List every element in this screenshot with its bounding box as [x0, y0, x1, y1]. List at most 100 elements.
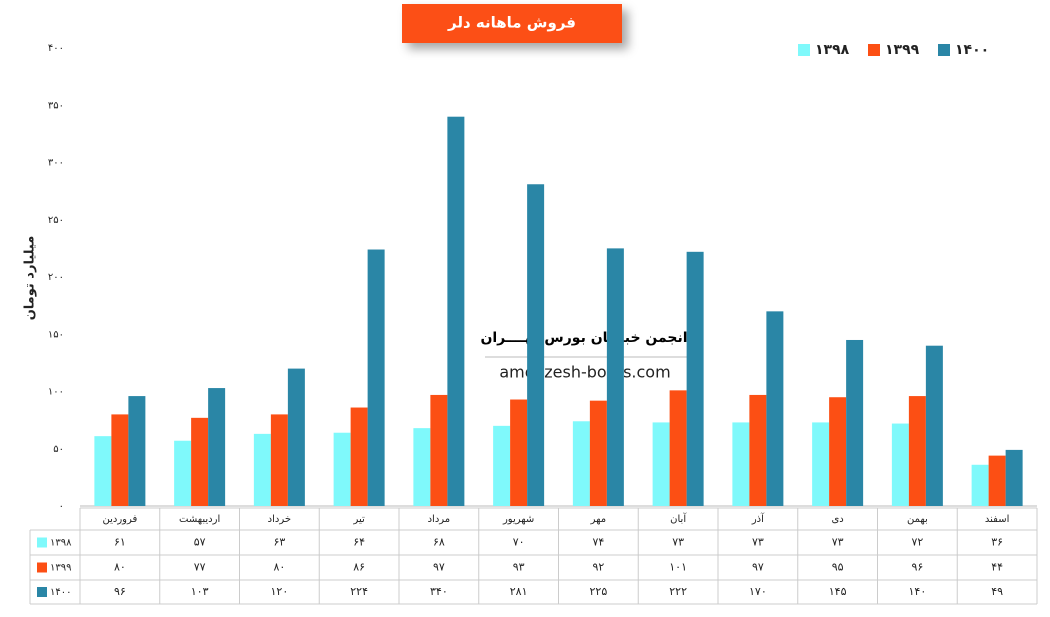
bar [493, 425, 511, 506]
table-value: ۸۰ [273, 561, 285, 574]
bar [94, 436, 112, 506]
x-tick-label: آبان [670, 512, 687, 525]
y-axis-label: میلیارد تومان [23, 236, 38, 321]
legend-key [37, 587, 47, 597]
table-value: ۷۴ [592, 536, 604, 549]
x-tick-label: دی [831, 514, 843, 525]
x-tick-label: بهمن [907, 514, 928, 525]
bar [908, 396, 926, 506]
y-tick-label: ۱۵۰ [48, 329, 64, 340]
table-value: ۷۰ [513, 536, 525, 549]
y-tick-label: ۲۵۰ [48, 215, 64, 226]
y-tick-label: ۵۰ [53, 444, 64, 455]
table-value: ۹۷ [433, 561, 445, 574]
table-value: ۱۷۰ [749, 585, 767, 598]
bar [988, 455, 1006, 506]
table-value: ۹۳ [513, 561, 525, 574]
bar [846, 339, 864, 506]
legend-key [938, 44, 950, 56]
bar [527, 184, 545, 506]
x-tick-label: اسفند [985, 514, 1009, 525]
table-series-name: ۱۳۹۹ [50, 563, 71, 574]
legend-key [37, 537, 47, 548]
table-value: ۹۵ [832, 561, 844, 574]
table-series-name: ۱۴۰۰ [50, 587, 71, 598]
bar [174, 440, 192, 506]
table-value: ۵۷ [194, 536, 206, 549]
table-value: ۱۴۰ [909, 585, 927, 598]
table-value: ۴۴ [991, 561, 1003, 574]
legend-label: ۱۳۹۸ [815, 42, 850, 58]
title-box [402, 4, 622, 43]
bar [971, 464, 989, 506]
y-tick-label: ۳۵۰ [48, 100, 64, 111]
legend-label: ۱۴۰۰ [955, 42, 989, 58]
watermark: amoozesh-boors.com [499, 363, 670, 382]
bar [669, 390, 687, 506]
table-value: ۶۳ [273, 536, 285, 549]
table-value: ۷۳ [752, 536, 764, 549]
table-value: ۲۲۴ [350, 585, 368, 598]
bar [732, 422, 750, 506]
table-value: ۷۳ [832, 536, 844, 549]
bar [829, 397, 847, 506]
table-value: ۷۷ [194, 561, 206, 574]
bar [891, 423, 909, 506]
bar [686, 251, 704, 506]
bar [208, 388, 226, 506]
table-value: ۶۸ [433, 536, 445, 549]
table-value: ۱۴۵ [829, 585, 847, 598]
table-value: ۲۲۲ [669, 585, 687, 598]
bar [270, 414, 288, 506]
bar [572, 421, 590, 506]
chart-title: فروش ماهانه دلر [447, 14, 576, 32]
y-tick-label: ۲۰۰ [48, 272, 64, 283]
table-value: ۳۶ [991, 536, 1003, 549]
bar [430, 394, 448, 506]
bar [606, 248, 624, 506]
y-tick-label: ۴۰۰ [48, 43, 64, 54]
bar [1005, 449, 1023, 506]
watermark: انجمن خبرگان بورس تهــــران [480, 329, 687, 346]
table-value: ۱۲۰ [271, 585, 289, 598]
bar [350, 407, 368, 506]
legend-key [868, 44, 880, 56]
bar [925, 345, 943, 506]
table-value: ۷۲ [911, 536, 923, 549]
x-tick-label: خرداد [268, 514, 291, 525]
table-value: ۸۰ [114, 561, 126, 574]
table-value: ۱۰۳ [191, 585, 209, 598]
table-series-name: ۱۳۹۸ [50, 538, 72, 549]
bar [191, 417, 209, 506]
bar [812, 422, 830, 506]
table-value: ۶۱ [114, 536, 126, 549]
table-value: ۲۲۵ [590, 585, 608, 598]
bar [287, 368, 305, 506]
table-value: ۸۶ [353, 561, 365, 574]
bar [589, 400, 607, 506]
bar [367, 249, 385, 506]
table-value: ۹۲ [592, 561, 604, 574]
bar [447, 116, 465, 506]
table-value: ۱۰۱ [669, 561, 687, 574]
bar [652, 422, 670, 506]
table-value: ۹۶ [911, 561, 923, 574]
x-tick-label: تیر [352, 514, 365, 525]
x-tick-label: فروردین [102, 514, 137, 525]
bar [413, 428, 431, 506]
bar [333, 432, 351, 506]
bar [510, 399, 528, 506]
x-tick-label: اردیبهشت [179, 514, 220, 525]
x-tick-label: شهریور [502, 514, 534, 525]
table-value: ۴۹ [991, 585, 1003, 598]
y-tick-label: ۳۰۰ [48, 158, 64, 169]
legend-key [798, 44, 810, 56]
table-value: ۳۴۰ [430, 585, 448, 598]
x-tick-label: مهر [590, 514, 606, 525]
table-value: ۹۶ [114, 585, 126, 598]
bar [111, 414, 129, 506]
table-value: ۷۳ [672, 536, 684, 549]
legend-key [37, 562, 47, 573]
